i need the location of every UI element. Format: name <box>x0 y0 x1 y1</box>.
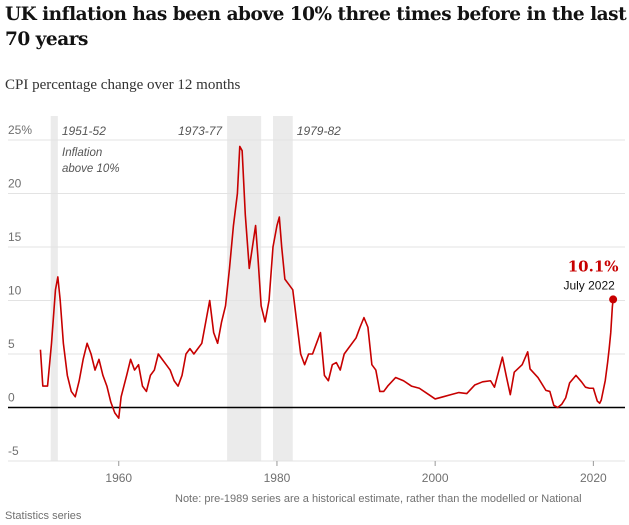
note: Note: pre-1989 series are a historical e… <box>5 493 582 522</box>
highlight-label: July 2022 <box>563 279 615 293</box>
period-label: 1979-82 <box>297 124 341 138</box>
period-band <box>272 116 293 461</box>
y-tick-label: -5 <box>8 444 19 458</box>
annotation: Inflation above 10% <box>62 147 120 175</box>
highlight-value-label: 10.1% <box>568 257 619 275</box>
period-band <box>227 116 262 461</box>
y-tick-label: 0 <box>8 391 15 405</box>
highlight-point <box>609 295 618 304</box>
x-tick-label: 2020 <box>580 471 607 485</box>
y-tick-label: 15 <box>8 230 22 244</box>
y-tick-label: 5 <box>8 337 15 351</box>
x-tick-label: 1960 <box>105 471 132 485</box>
period-label: 1973-77 <box>178 124 223 138</box>
y-tick-label: 25% <box>8 123 32 137</box>
y-tick-label: 10 <box>8 284 22 298</box>
chart-subtitle: CPI percentage change over 12 months <box>5 77 241 93</box>
chart-title: UK inflation has been above 10% three ti… <box>5 4 627 50</box>
inflation-line <box>39 145 614 419</box>
period-label: 1951-52 <box>62 124 106 138</box>
x-tick-label: 1980 <box>264 471 291 485</box>
x-tick-label: 2000 <box>422 471 449 485</box>
period-band <box>50 116 58 461</box>
y-tick-label: 20 <box>8 177 22 191</box>
